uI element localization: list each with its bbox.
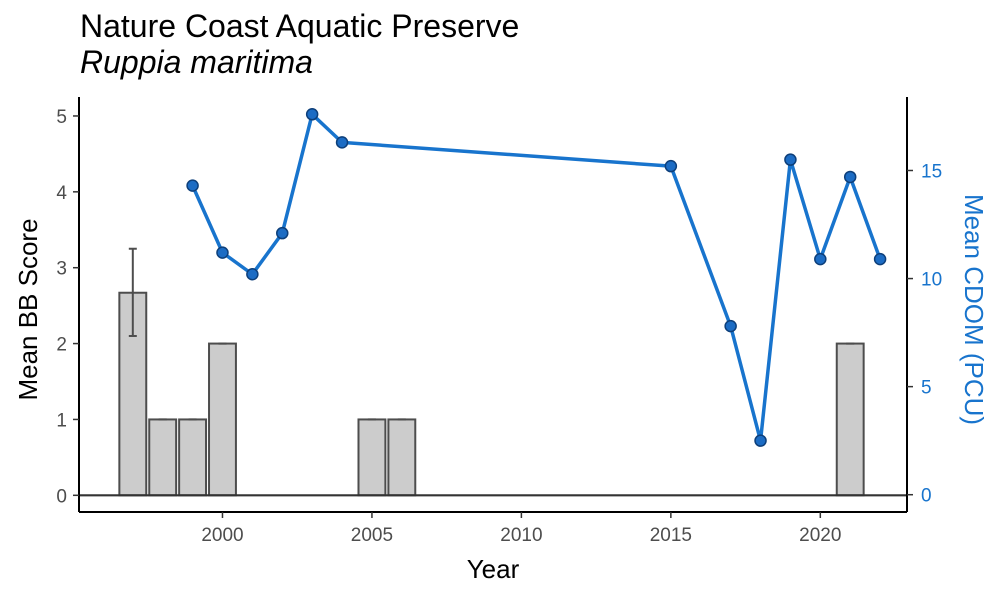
y-left-tick-label-3: 3 <box>56 259 67 280</box>
x-tick-label-2010: 2010 <box>500 525 542 546</box>
cdom-point-2015 <box>664 159 678 173</box>
x-axis-label: Year <box>467 554 520 584</box>
cdom-line <box>190 112 882 443</box>
bar-group <box>118 291 865 497</box>
y-right-tick-label-5: 5 <box>921 378 932 399</box>
cdom-point-2004 <box>335 136 349 149</box>
chart-title: Nature Coast Aquatic Preserve <box>80 8 520 44</box>
y-left-tick-label-2: 2 <box>56 335 67 356</box>
x-tick-label-2000: 2000 <box>201 525 243 546</box>
y-left-tick-label-4: 4 <box>56 183 67 204</box>
cdom-point-2003 <box>305 108 319 121</box>
errorbar-group <box>128 247 855 421</box>
y-axis-label-right: Mean CDOM (PCU) <box>959 194 989 425</box>
y-right-tick-label-15: 15 <box>921 161 942 182</box>
cdom-point-2021 <box>843 170 857 184</box>
cdom-point-2002 <box>276 226 289 240</box>
y-axis-label-left: Mean BB Score <box>13 218 43 400</box>
y-right-tick-label-10: 10 <box>921 270 942 291</box>
bar-2005 <box>357 418 387 497</box>
cdom-point-2022 <box>873 252 887 266</box>
cdom-point-1999 <box>186 179 199 192</box>
cdom-point-2019 <box>784 153 797 166</box>
y-left-tick-label-1: 1 <box>56 410 67 431</box>
bar-2021 <box>835 342 865 497</box>
cdom-point-2000 <box>216 246 229 259</box>
axes-group: 2000 2005 2010 2015 2020 0 1 2 3 4 5 0 5 10 15 <box>56 97 942 546</box>
y-left-tick-label-0: 0 <box>56 486 67 507</box>
cdom-point-2017 <box>724 319 737 333</box>
bar-1999 <box>178 418 208 497</box>
y-right-tick-label-0: 0 <box>921 486 932 507</box>
bar-2000 <box>208 342 237 497</box>
bar-2006 <box>387 418 417 497</box>
chart-subtitle: Ruppia maritima <box>80 44 313 80</box>
x-tick-label-2020: 2020 <box>799 525 841 546</box>
cdom-point-2020 <box>814 252 827 266</box>
x-tick-label-2005: 2005 <box>351 525 393 546</box>
x-tick-label-2015: 2015 <box>650 525 692 546</box>
y-left-tick-label-5: 5 <box>56 107 67 128</box>
cdom-line-series <box>186 108 887 447</box>
cdom-point-2001 <box>246 267 259 281</box>
cdom-point-2018 <box>754 434 767 447</box>
bar-1998 <box>148 418 178 497</box>
